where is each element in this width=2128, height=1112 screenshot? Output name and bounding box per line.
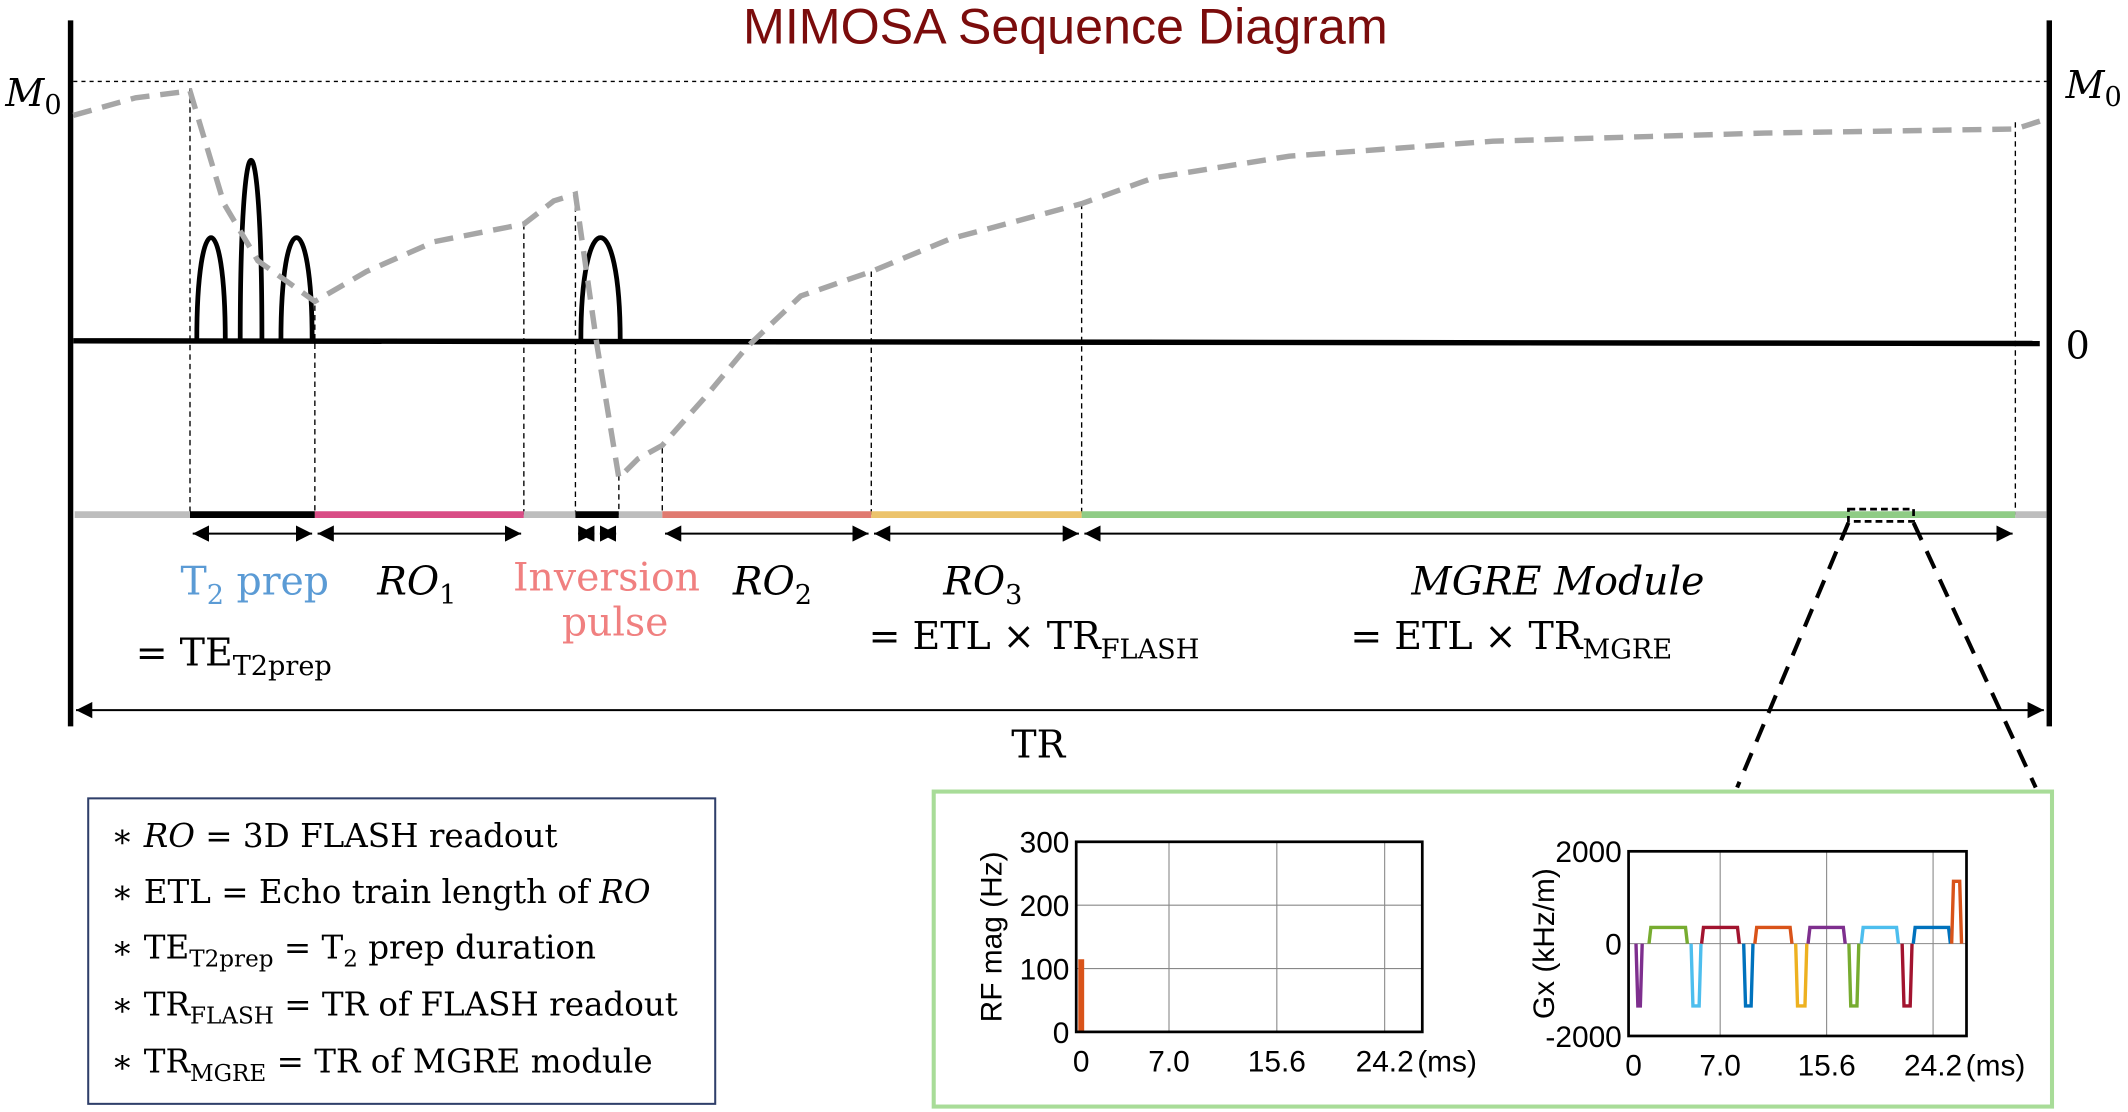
gradient-lobe xyxy=(1753,925,1794,944)
x-tick-label: 24.2 xyxy=(1904,1049,1962,1082)
rf-pulse-trace xyxy=(1078,959,1085,1032)
rf-pulse-lobe xyxy=(278,235,315,341)
legend-item-tr-mgre: ∗ TRMGRE = TR of MGRE module xyxy=(111,1043,652,1087)
y-axis-label: Gx (kHz/m) xyxy=(1528,868,1561,1019)
gradient-lobe xyxy=(1689,943,1703,1008)
zero-label: 0 xyxy=(2066,323,2090,367)
tr-label: TR xyxy=(1011,723,1066,767)
x-tick-label: 7.0 xyxy=(1699,1049,1741,1082)
gradient-lobe xyxy=(1793,943,1809,1008)
legend-box xyxy=(87,797,717,1105)
x-unit-label: (ms) xyxy=(1966,1049,2026,1082)
rf-pulse-lobe xyxy=(194,235,228,341)
zoom-line-left xyxy=(1735,521,1851,789)
gradient-lobe xyxy=(1699,925,1742,944)
diagram-title: MIMOSA Sequence Diagram xyxy=(743,0,1388,54)
rf-pulse-lobe xyxy=(237,158,265,341)
timing-guides xyxy=(189,88,2017,515)
ro2-label: RO2 xyxy=(732,559,812,612)
legend-item-etl: ∗ ETL = Echo train length of RO xyxy=(111,873,650,911)
x-tick-label: 24.2 xyxy=(1356,1045,1414,1078)
inversion-pulse-label: pulse xyxy=(562,599,669,645)
y-tick-label: 0 xyxy=(1605,928,1622,961)
m0-label-left: M0 xyxy=(4,71,61,121)
plot-frame xyxy=(1627,849,1968,1038)
y-tick-label: 100 xyxy=(1020,953,1070,986)
legend-item-ro: ∗ RO = 3D FLASH readout xyxy=(111,817,557,855)
y-tick-label: 200 xyxy=(1020,890,1070,923)
y-tick-label: 2000 xyxy=(1555,836,1621,869)
legend-item-te: ∗ TET2prep = T2 prep duration xyxy=(111,929,596,973)
magnetization-curve xyxy=(72,87,2051,484)
gradient-lobe xyxy=(1911,925,1953,944)
m0-label-right: M0 xyxy=(2065,63,2122,113)
mgre-inset-box xyxy=(931,789,2055,1109)
y-tick-label: 0 xyxy=(1053,1017,1070,1050)
zero-line xyxy=(73,338,2040,347)
mgre-label: MGRE Module xyxy=(1410,559,1704,605)
y-tick-label: 300 xyxy=(1020,827,1070,860)
ro3-equation: = ETL × TRFLASH xyxy=(869,614,1200,666)
gradient-lobe xyxy=(1806,925,1847,944)
x-tick-label: 0 xyxy=(1625,1049,1642,1082)
x-tick-label: 0 xyxy=(1073,1045,1090,1078)
gradient-lobe xyxy=(1949,879,1964,944)
gradient-lobe xyxy=(1859,925,1901,944)
zoom-line-right xyxy=(1911,521,2038,789)
ro1-label: RO1 xyxy=(376,559,456,612)
gradient-lobe xyxy=(1634,943,1644,1008)
x-tick-label: 7.0 xyxy=(1148,1045,1190,1078)
legend-item-tr-flash: ∗ TRFLASH = TR of FLASH readout xyxy=(111,986,678,1030)
x-unit-label: (ms) xyxy=(1417,1045,1477,1078)
mgre-equation: = ETL × TRMGRE xyxy=(1350,614,1672,666)
y-tick-label: -2000 xyxy=(1545,1021,1621,1054)
x-tick-label: 15.6 xyxy=(1798,1049,1856,1082)
gradient-lobe xyxy=(1900,943,1914,1008)
gradient-lobe xyxy=(1647,925,1690,944)
t2prep-equation: = TET2prep xyxy=(136,630,332,682)
inversion-label: Inversion xyxy=(513,555,700,601)
zoom-region-marker xyxy=(1847,507,1915,523)
rf-pulse-lobe xyxy=(578,235,623,341)
t2prep-label: T2 prep xyxy=(181,559,330,612)
legend-items: ∗ RO = 3D FLASH readout ∗ ETL = Echo tra… xyxy=(111,817,678,1087)
rf-magnitude-plot: 0 7.0 15.6 24.2 (ms) 0 100 200 300 RF mag (Hz) xyxy=(976,827,1477,1079)
y-axis-label: RF mag (Hz) xyxy=(976,851,1009,1022)
plot-frame xyxy=(1074,840,1424,1034)
gradient-lobe xyxy=(1741,943,1755,1008)
rf-pulses xyxy=(194,158,623,341)
ro3-label: RO3 xyxy=(942,559,1022,612)
x-tick-label: 15.6 xyxy=(1248,1045,1306,1078)
gradient-lobe xyxy=(1847,943,1861,1008)
